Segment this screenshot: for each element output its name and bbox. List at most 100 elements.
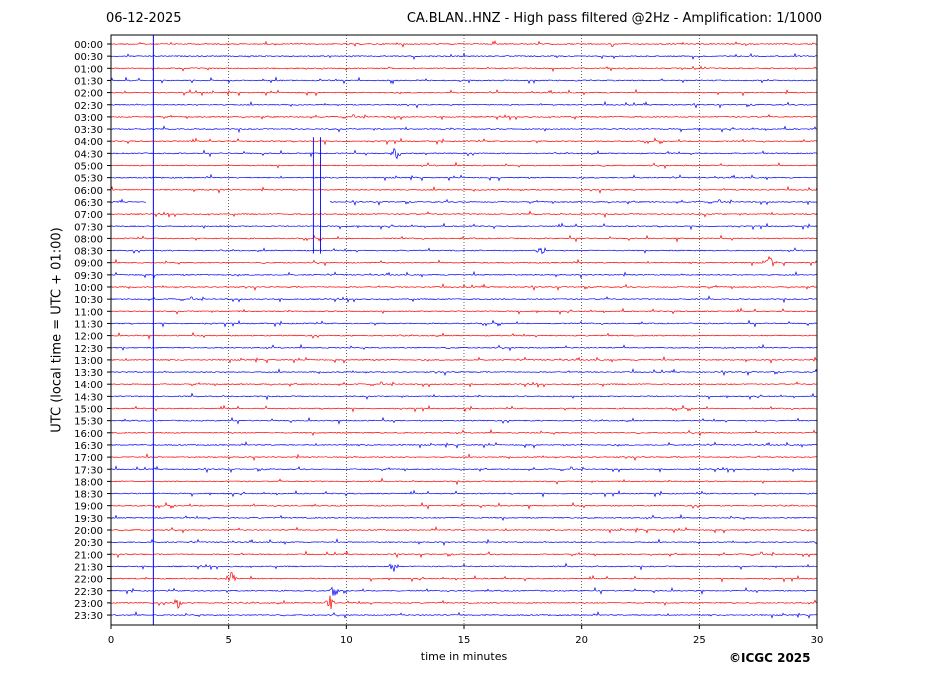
time-label: 14:00 (74, 380, 103, 391)
trace-row-1600 (110, 428, 818, 437)
time-label: 02:00 (74, 89, 103, 100)
trace-row-1930 (110, 513, 818, 522)
time-label: 02:30 (74, 101, 103, 112)
time-label: 01:30 (74, 76, 103, 87)
trace-row-1730 (110, 465, 818, 474)
time-label: 19:00 (74, 502, 103, 513)
time-label: 15:00 (74, 405, 103, 416)
trace-row-1000 (111, 283, 818, 291)
trace-row-1330 (110, 368, 818, 376)
trace-row-0300 (110, 114, 818, 121)
time-label: 21:00 (74, 550, 103, 561)
trace-row-1400 (110, 381, 818, 389)
trace-row-1800 (110, 477, 818, 486)
time-label: 09:00 (74, 259, 103, 270)
time-label: 04:30 (74, 149, 103, 160)
time-label: 21:30 (74, 562, 103, 573)
trace-row-0400 (110, 137, 818, 146)
trace-row-1500 (110, 404, 818, 413)
time-label: 20:30 (74, 538, 103, 549)
trace-row-0030 (110, 52, 818, 60)
trace-row-2000 (110, 525, 818, 534)
time-label: 12:00 (74, 332, 103, 343)
time-label: 03:30 (74, 125, 103, 136)
time-label: 06:30 (74, 198, 103, 209)
trace-row-0700 (110, 210, 818, 219)
time-label: 23:30 (74, 611, 103, 622)
trace-row-1700 (110, 453, 818, 462)
seismic-traces (110, 35, 818, 625)
trace-row-1630 (110, 440, 818, 449)
grid-lines (228, 35, 700, 625)
trace-row-0900 (110, 255, 818, 268)
time-label: 04:00 (74, 137, 103, 148)
trace-row-2300 (110, 595, 818, 610)
x-tick-label: 25 (693, 635, 706, 646)
time-label: 13:30 (74, 368, 103, 379)
time-label: 11:00 (74, 307, 103, 318)
trace-row-1230 (110, 343, 818, 352)
date-label: 06-12-2025 (106, 11, 182, 26)
trace-row-1530 (110, 416, 818, 425)
x-tick-label: 0 (108, 635, 114, 646)
time-label: 16:00 (74, 429, 103, 440)
x-tick-label: 15 (458, 635, 471, 646)
trace-row-2030 (110, 538, 818, 547)
time-label: 07:00 (74, 210, 103, 221)
time-label: 00:30 (74, 52, 103, 63)
x-tick-labels: 0 5 10 15 20 25 30 (108, 625, 824, 646)
x-tick-label: 30 (811, 635, 824, 646)
time-label: 17:00 (74, 453, 103, 464)
trace-row-2230 (110, 586, 818, 596)
trace-row-0000 (110, 40, 818, 48)
y-axis-label: UTC (local time = UTC + 01:00) (49, 227, 65, 433)
trace-row-1130 (110, 319, 818, 328)
time-label: 09:30 (74, 271, 103, 282)
time-label: 13:00 (74, 356, 103, 367)
trace-row-0100 (110, 65, 818, 73)
time-label: 19:30 (74, 514, 103, 525)
trace-row-0830 (110, 247, 818, 255)
trace-row-1300 (110, 355, 818, 364)
time-label: 11:30 (74, 319, 103, 330)
time-label: 06:00 (74, 186, 103, 197)
copyright-label: ©ICGC 2025 (729, 651, 811, 665)
time-label: 23:00 (74, 599, 103, 610)
time-label: 01:00 (74, 64, 103, 75)
trace-row-1430 (110, 392, 818, 401)
trace-row-0430 (110, 147, 818, 160)
trace-row-1100 (110, 307, 818, 315)
trace-row-0800 (111, 234, 818, 243)
time-label: 08:30 (74, 247, 103, 258)
time-label: 16:30 (74, 441, 103, 452)
time-label: 12:30 (74, 344, 103, 355)
time-label: 18:30 (74, 490, 103, 501)
time-label: 10:30 (74, 295, 103, 306)
time-label: 15:30 (74, 417, 103, 428)
x-axis-label: time in minutes (420, 650, 508, 663)
trace-row-2200 (110, 572, 818, 583)
time-label: 18:00 (74, 477, 103, 488)
trace-row-0730 (110, 222, 818, 231)
trace-row-1200 (110, 331, 818, 340)
trace-row-0500 (110, 161, 818, 170)
time-label: 14:30 (74, 392, 103, 403)
time-label: 03:00 (74, 113, 103, 124)
x-tick-label: 5 (225, 635, 231, 646)
trace-row-2130 (110, 562, 818, 572)
x-tick-label: 10 (340, 635, 353, 646)
trace-row-0630 (110, 198, 818, 206)
trace-row-0330 (110, 125, 818, 134)
trace-row-1900 (110, 501, 818, 510)
plot-frame (110, 34, 818, 626)
trace-row-1030 (110, 295, 818, 304)
trace-row-0600 (110, 185, 818, 194)
chart-title: CA.BLAN..HNZ - High pass filtered @2Hz -… (406, 11, 822, 26)
x-tick-label: 20 (575, 635, 588, 646)
trace-row-1830 (110, 489, 818, 498)
time-label: 22:00 (74, 575, 103, 586)
trace-row-0200 (110, 88, 818, 97)
trace-row-0930 (110, 270, 818, 279)
